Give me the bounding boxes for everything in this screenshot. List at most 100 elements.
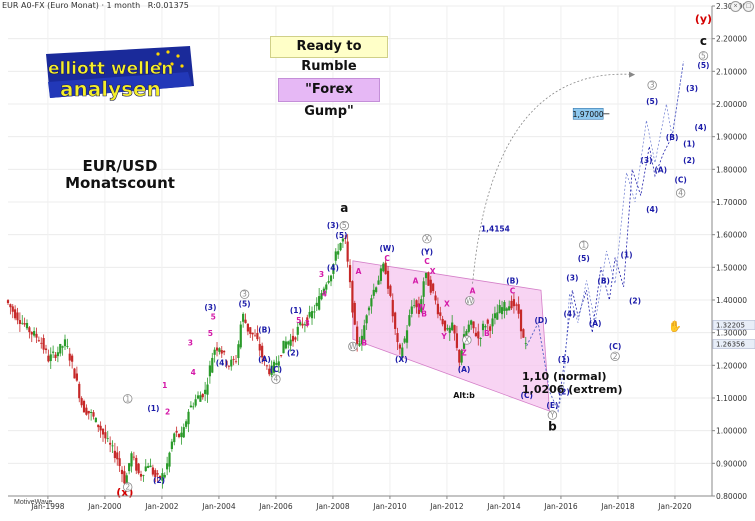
candle-body: [23, 323, 26, 325]
candle-body: [208, 365, 211, 377]
candle-body: [263, 359, 266, 361]
close-icon[interactable]: ×: [730, 1, 741, 12]
candle-body: [382, 263, 385, 272]
wave-label: A: [413, 277, 419, 286]
maximize-icon[interactable]: □: [743, 1, 754, 12]
candle-body: [132, 456, 135, 458]
candle-body: [249, 327, 252, 334]
candle-body: [272, 361, 276, 373]
wave-label: (A): [258, 355, 271, 364]
candle-body: [244, 319, 247, 324]
wave-label: Y: [549, 411, 555, 420]
candle-body: [161, 473, 164, 481]
wave-label-circle: [339, 220, 350, 231]
title-line1: EUR/USD: [82, 157, 158, 175]
wave-label-circle: [610, 351, 620, 362]
candle-body: [289, 339, 292, 346]
current-price-label: 1.26356: [716, 341, 745, 349]
candle-body: [49, 354, 52, 362]
candle-body: [508, 306, 511, 311]
wave-label: 3: [650, 81, 655, 90]
candle-body: [360, 335, 364, 345]
candle-body: [420, 299, 423, 312]
wave-label-circle: [462, 335, 472, 345]
candle-body: [90, 411, 93, 413]
instrument-label: EUR A0-FX (Euro Monat) · 1 month: [2, 1, 141, 10]
candle-body: [455, 333, 459, 348]
x-axis: Jan-1998 Jan-2000 Jan-2002 Jan-2004 Jan-2006…: [8, 495, 712, 511]
candle-body: [294, 337, 297, 340]
candle-body: [451, 322, 454, 331]
wave-label-circle: [271, 374, 281, 384]
wave-channel: [352, 260, 550, 412]
x-tick-label: Jan-2020: [657, 502, 692, 511]
candle-body: [341, 238, 344, 242]
candle-body: [192, 406, 195, 408]
wave-label-circle: [123, 394, 133, 404]
candle-body: [54, 354, 57, 359]
x-tick-label: Jan-1998: [30, 502, 65, 511]
candle-body: [408, 315, 411, 326]
y-tick-label: 1.60000: [716, 231, 747, 240]
wave-label: (2): [287, 349, 299, 358]
x-tick-label: Jan-2004: [201, 502, 236, 511]
candle-body: [66, 346, 69, 347]
candle-body: [218, 348, 221, 352]
candle-body: [322, 288, 325, 294]
wave-label: (C): [609, 342, 621, 351]
wave-label: X: [424, 234, 429, 243]
price-candles: [6, 234, 527, 489]
y-tick-label: 2.00000: [716, 100, 747, 109]
candle-body: [417, 303, 421, 315]
candle-body: [182, 427, 185, 438]
candle-body: [225, 360, 228, 366]
candle-body: [144, 466, 147, 472]
candle-body: [296, 326, 299, 335]
wave-label: (4): [563, 309, 575, 318]
candle-body: [441, 318, 444, 325]
y-tick-label: 0.90000: [716, 459, 747, 468]
chart-title: EUR/USD Monatscount: [50, 158, 190, 192]
candle-body: [448, 327, 451, 333]
candle-body: [56, 352, 59, 357]
wave-label: (1): [290, 306, 302, 315]
y-tick-label: 1.90000: [716, 133, 747, 142]
x-tick-label: Jan-2016: [543, 502, 578, 511]
candle-body: [403, 338, 406, 343]
candle-body: [337, 251, 340, 255]
y-tick-label: 1.00000: [716, 427, 747, 436]
candle-body: [104, 432, 107, 439]
wave-label: 4: [322, 290, 327, 299]
candle-body: [394, 312, 397, 329]
candle-body: [291, 335, 295, 342]
candle-body: [424, 272, 428, 279]
candle-body: [128, 463, 131, 472]
x-tick-label: Jan-2002: [144, 502, 179, 511]
wave-label: W: [349, 342, 357, 351]
candle-body: [325, 284, 328, 290]
candle-body: [75, 373, 78, 381]
wave-label: (B): [666, 133, 679, 142]
candle-body: [118, 458, 121, 467]
candle-body: [109, 442, 112, 445]
candle-body: [470, 320, 473, 325]
wave-label: 1: [581, 241, 586, 250]
wave-label: Y: [440, 332, 447, 341]
y-tick-label: 2.10000: [716, 67, 747, 76]
candle-body: [493, 313, 497, 319]
candle-body: [489, 326, 492, 331]
candle-body: [429, 279, 432, 293]
footer-label: MotiveWave: [14, 499, 53, 506]
candle-body: [332, 263, 335, 274]
candle-body: [199, 395, 202, 402]
x-tick-label: Jan-2018: [600, 502, 635, 511]
wave-label: (3): [327, 221, 339, 230]
candle-body: [185, 421, 188, 427]
candle-body: [35, 333, 38, 338]
candle-body: [432, 283, 435, 291]
target-line1: 1,10 (normal): [522, 370, 607, 383]
wave-label: 1,4154: [481, 224, 510, 233]
x-tick-label: Jan-2012: [429, 502, 464, 511]
wave-label-circle: [579, 240, 589, 250]
r-value: R:0.01375: [147, 1, 189, 10]
